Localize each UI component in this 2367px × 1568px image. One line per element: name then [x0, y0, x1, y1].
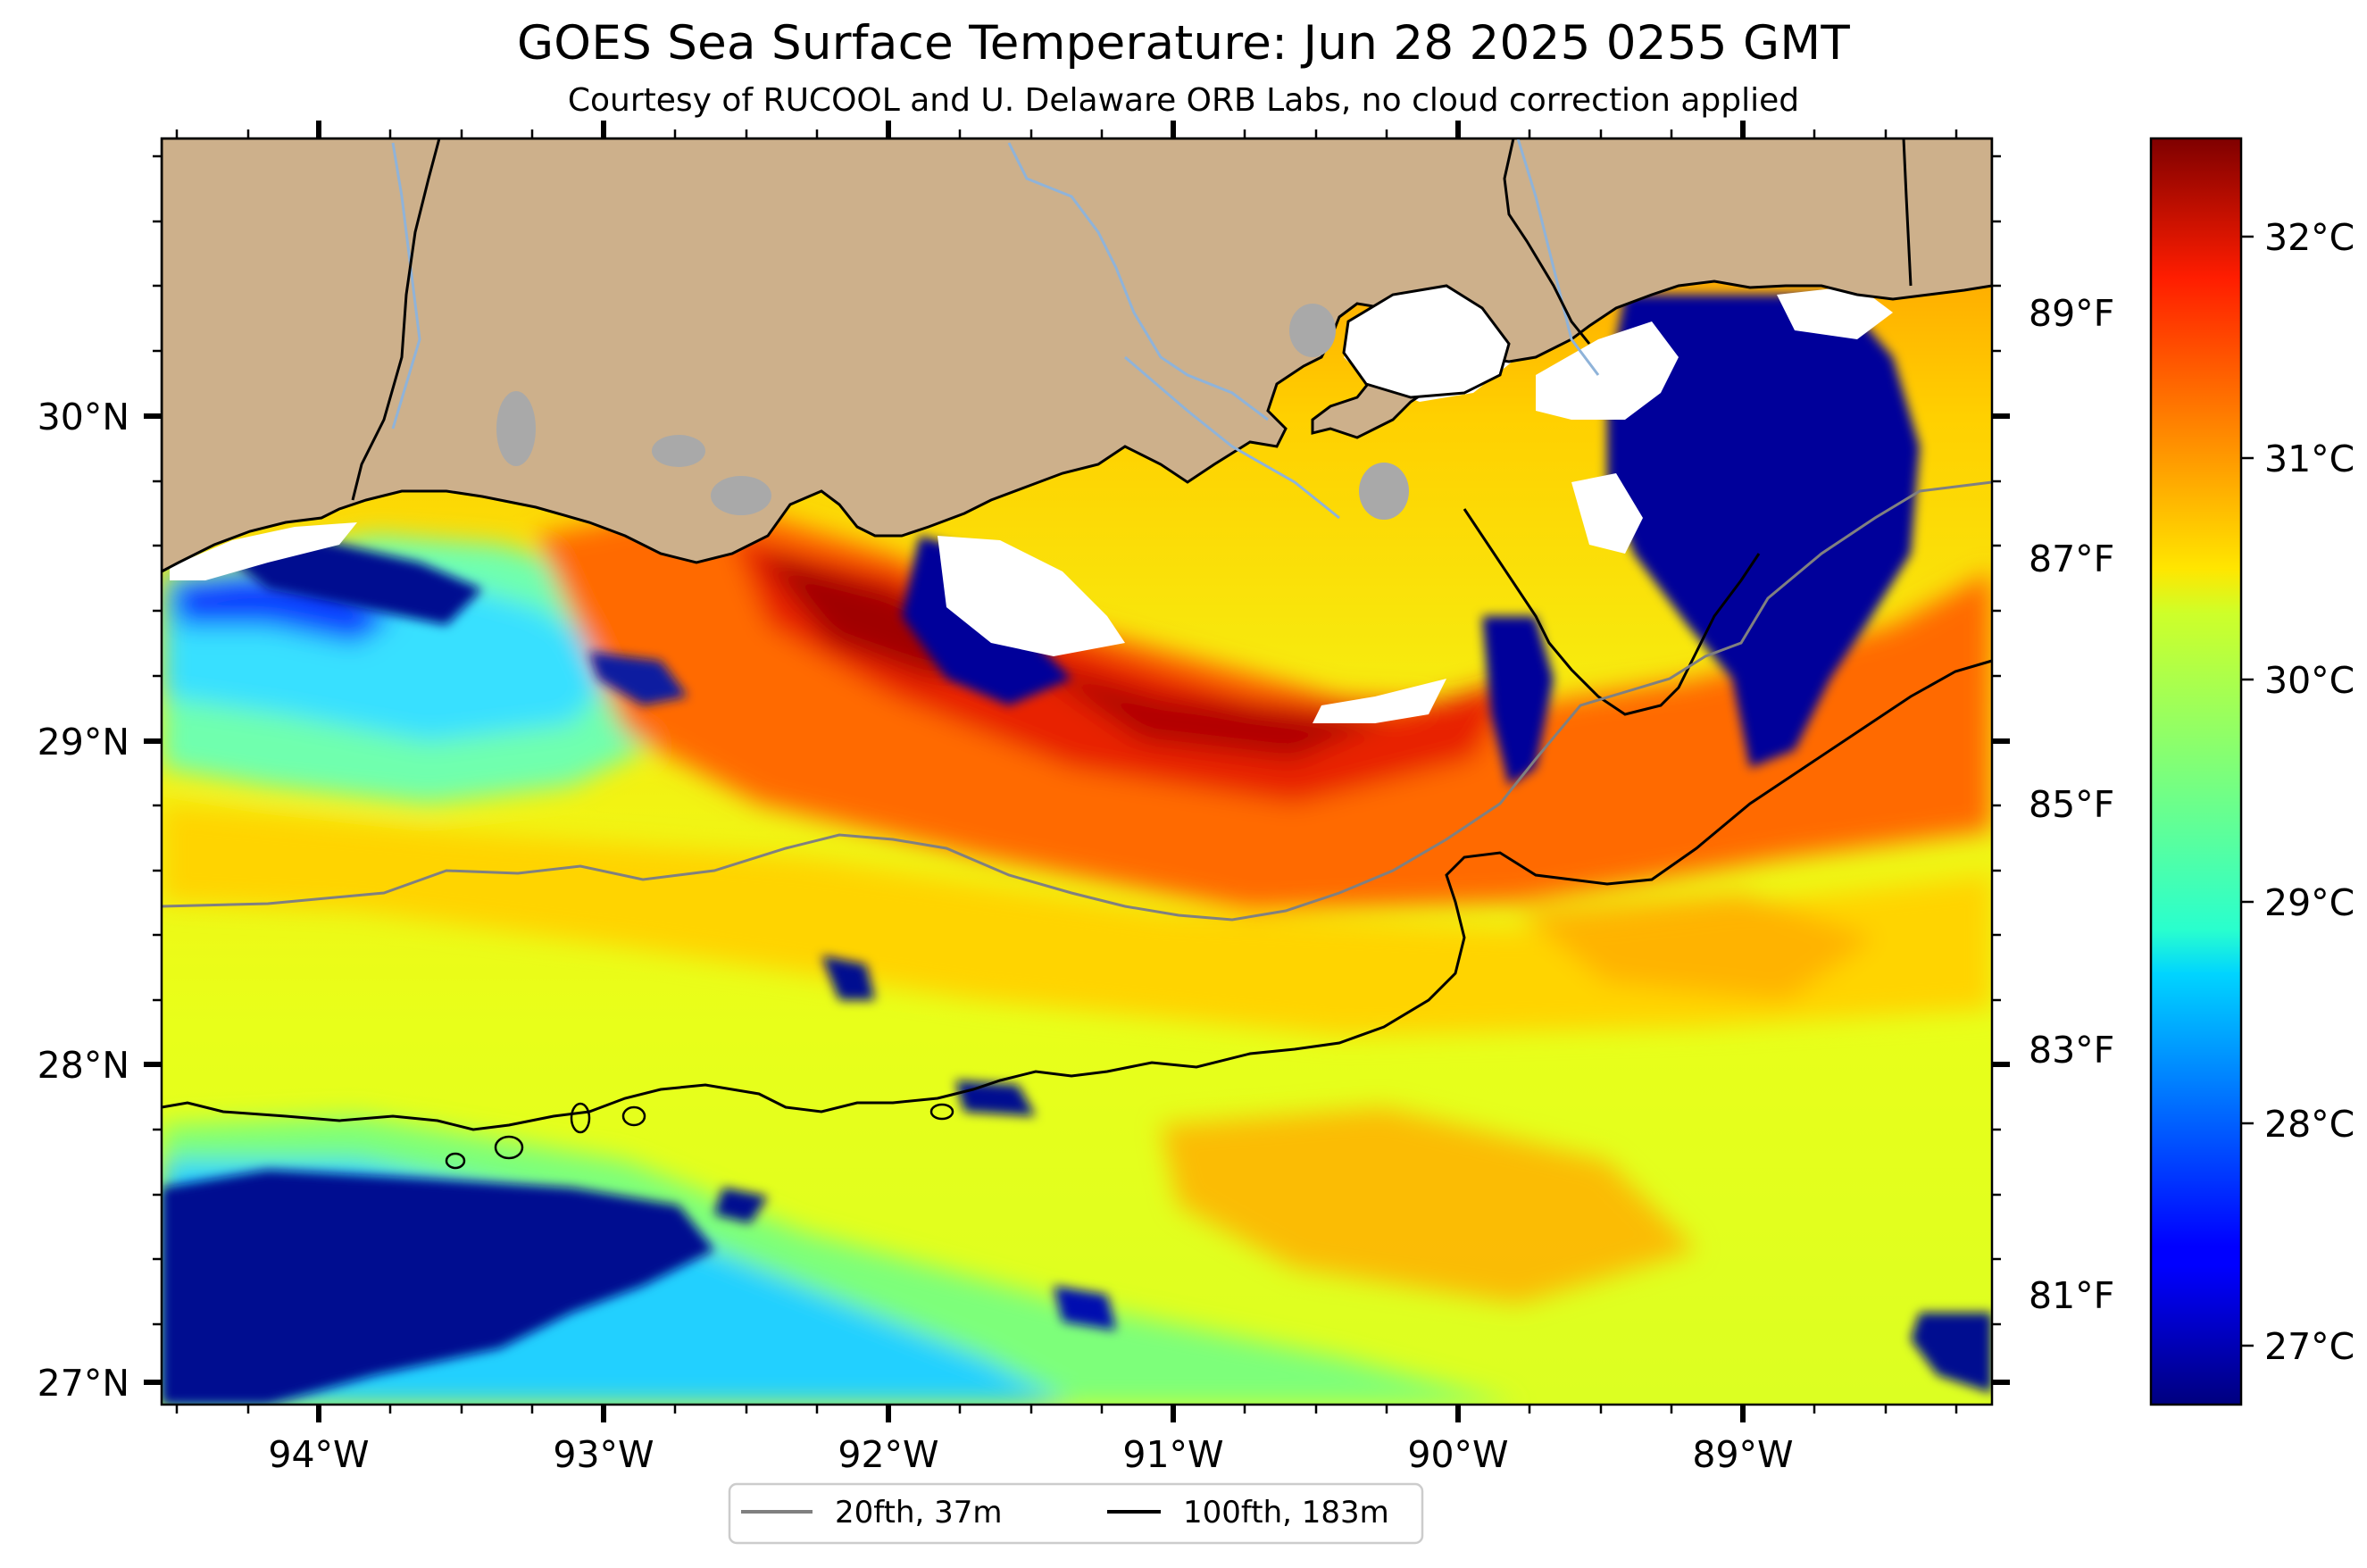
lat-label-30n: 30°N: [38, 396, 129, 438]
land-mass: [162, 138, 1992, 573]
colorbar-label-28c: 28°C: [2264, 1103, 2354, 1146]
colorbar-label-32c: 32°C: [2264, 216, 2354, 259]
lon-major-ticks: [316, 121, 1746, 1422]
map-area: [162, 138, 1992, 1405]
lon-label-91w: 91°W: [1122, 1433, 1223, 1476]
lat-label-29n: 29°N: [38, 721, 129, 763]
fahrenheit-label-87: 87°F: [2029, 538, 2114, 580]
map-title: GOES Sea Surface Temperature: Jun 28 202…: [516, 16, 1851, 71]
fahrenheit-label-89: 89°F: [2029, 292, 2114, 335]
legend-box: [728, 1482, 1424, 1545]
colorbar-label-27c: 27°C: [2264, 1325, 2354, 1368]
lon-minor-ticks: [175, 129, 1958, 1414]
lon-label-94w: 94°W: [268, 1433, 369, 1476]
isobath-20fth: [162, 480, 1992, 922]
colorbar-label-29c: 29°C: [2264, 881, 2354, 924]
colorbar-gradient: [2149, 137, 2243, 1406]
lakes: [496, 304, 1409, 520]
lat-label-28n: 28°N: [38, 1044, 129, 1087]
lon-label-89w: 89°W: [1692, 1433, 1793, 1476]
legend-label-20fth: 20fth, 37m: [835, 1495, 1003, 1530]
state-borders: [351, 138, 1913, 501]
colorbar-label-31c: 31°C: [2264, 438, 2354, 480]
delta-coast: [1463, 508, 1761, 716]
lon-label-93w: 93°W: [553, 1433, 654, 1476]
lake-pontchartrain: [1342, 284, 1511, 399]
map-frame: [160, 137, 1994, 1406]
lat-major-ticks: [144, 413, 2010, 1385]
lat-label-27n: 27°N: [38, 1362, 129, 1405]
legend-label-100fth: 100fth, 183m: [1183, 1495, 1389, 1530]
bank-outlines: [445, 1102, 954, 1170]
colorbar-ticks: [2241, 235, 2254, 1347]
colorbar: 32°C 31°C 30°C 29°C 28°C 27°C: [2149, 137, 2354, 1406]
legend: 20fth, 37m 100fth, 183m: [728, 1482, 1424, 1545]
colorbar-label-30c: 30°C: [2264, 659, 2354, 702]
map-subtitle: Courtesy of RUCOOL and U. Delaware ORB L…: [567, 82, 1800, 119]
fahrenheit-label-83: 83°F: [2029, 1029, 2114, 1072]
lon-label-90w: 90°W: [1407, 1433, 1508, 1476]
cold-patches: [162, 295, 1992, 1405]
fahrenheit-label-81: 81°F: [2029, 1274, 2114, 1317]
lon-label-92w: 92°W: [838, 1433, 938, 1476]
isobath-100fth: [162, 659, 1992, 1131]
fahrenheit-label-85: 85°F: [2029, 783, 2114, 826]
lat-minor-ticks: [153, 154, 2001, 1326]
